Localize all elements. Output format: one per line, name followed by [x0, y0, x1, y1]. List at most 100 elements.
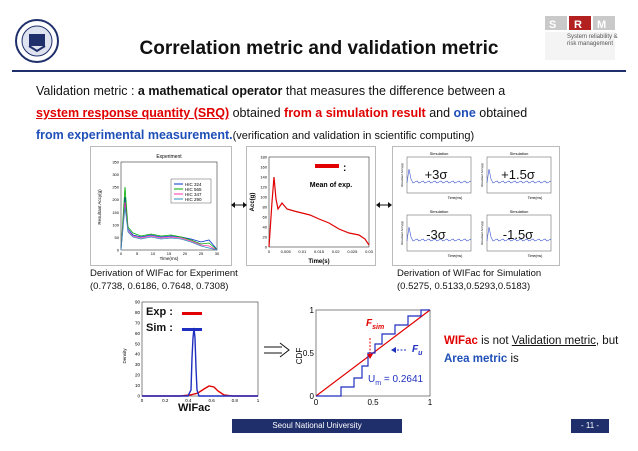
x-tick-label: 0.025 — [347, 249, 358, 254]
legend-exp: Exp : — [146, 306, 173, 318]
sim-x-label: Time(ms) — [528, 254, 543, 258]
sim-panel-title: Simulation — [430, 151, 449, 156]
x-tick-label: 0.4 — [185, 398, 192, 403]
sim-label-plus3: +3σ — [424, 167, 448, 182]
y-tick-label: 160 — [260, 165, 267, 170]
x-tick-label: 0.6 — [208, 398, 215, 403]
intro-line-2: system response quantity (SRQ) obtained … — [36, 106, 527, 120]
footer-university: Seoul National University — [232, 419, 402, 433]
x-axis-label: Time(ms) — [160, 256, 179, 261]
sim-panel-title: Simulation — [430, 209, 449, 214]
sim-panel — [486, 214, 552, 252]
intro-text: obtained — [475, 106, 528, 120]
y-tick-label: 350 — [112, 160, 119, 165]
x-tick-label: 0.2 — [162, 398, 169, 403]
double-arrow-icon — [231, 202, 247, 208]
exp-series-hic290 — [120, 206, 218, 251]
srm-subtitle: System reliability & risk management — [567, 34, 618, 47]
y-tick-label: 20 — [135, 373, 141, 378]
x-tick-label: 5 — [136, 251, 139, 256]
svg-text:M: M — [597, 19, 606, 31]
intro-emphasis: a mathematical operator — [137, 84, 283, 98]
x-tick-label: 0.8 — [232, 398, 239, 403]
legend-entry: HIC 347 — [185, 192, 202, 197]
sim-panel — [406, 156, 472, 194]
y-tick-label: 150 — [112, 210, 119, 215]
legend-sim: Sim : — [146, 322, 173, 334]
page-number: - 11 - — [571, 419, 609, 433]
y-tick-label: 60 — [263, 215, 268, 220]
x-tick-label: 0 — [120, 251, 123, 256]
validation-metric-term: Validation metric — [511, 335, 596, 347]
implies-arrow-icon — [264, 342, 290, 358]
y-tick-label: 120 — [260, 185, 267, 190]
sim-series — [486, 168, 552, 184]
exp-series-hic565 — [120, 186, 218, 251]
sim-y-label: Resultant Accy(g) — [480, 221, 484, 245]
x-tick-label: 0 — [268, 249, 271, 254]
x-tick-label: 1 — [257, 398, 260, 403]
y-tick-label: 0 — [137, 394, 140, 399]
snu-logo — [14, 18, 60, 64]
x-tick-label: 0.02 — [332, 249, 341, 254]
x-tick-label: 20 — [183, 251, 188, 256]
experiment-term: from experimental measurement. — [36, 128, 233, 142]
y-tick-label: 0 — [117, 248, 120, 253]
y-tick-label: 180 — [260, 155, 267, 160]
one-term: one — [453, 106, 476, 120]
y-tick-label: 50 — [115, 235, 120, 240]
y-tick-label: 30 — [135, 362, 141, 367]
srq-term: system response quantity (SRQ) — [36, 106, 230, 120]
mean-exp-series — [268, 176, 370, 248]
chart-title: Experiment — [156, 154, 182, 160]
y-tick-label: 20 — [263, 235, 268, 240]
wifac-term: WIFac — [444, 335, 478, 347]
x-tick-label: 0 — [314, 398, 319, 407]
x-tick-label: 25 — [199, 251, 204, 256]
y-tick-label: 40 — [135, 352, 141, 357]
x-tick-label: 30 — [215, 251, 220, 256]
intro-text: obtained — [229, 106, 285, 120]
y-tick-label: 100 — [260, 195, 267, 200]
y-tick-label: 200 — [112, 197, 119, 202]
cdf-chart: 0 0.5 1 0 0.5 1 CDF Fsim Fu Um = 0.2641 — [295, 306, 436, 418]
sim-panel-title: Simulation — [510, 151, 529, 156]
exp-series-hic347 — [120, 201, 218, 251]
legend-entry: HIC 290 — [185, 197, 202, 202]
x-tick-label: 0.5 — [367, 398, 379, 407]
note-text: is — [507, 353, 519, 365]
y-tick-label: 60 — [135, 331, 141, 336]
y-axis-label: Acc(g) — [250, 193, 256, 212]
sim-x-label: Time(ms) — [448, 254, 463, 258]
y-tick-label: 1 — [310, 306, 315, 315]
simulation-grid: Simulation Time(ms) Resultant Accy(g) Simul… — [392, 146, 560, 266]
sim-x-label: Time(ms) — [528, 196, 543, 200]
sim-y-label: Resultant Accy(g) — [400, 163, 404, 187]
intro-text: Validation metric : — [36, 84, 138, 98]
legend-sim-swatch — [182, 328, 202, 331]
mean-exp-label: Mean of exp. — [310, 182, 352, 189]
x-tick-label: 0.005 — [281, 249, 292, 254]
intro-text: that measures the difference between a — [282, 84, 506, 98]
legend-exp-swatch — [182, 312, 202, 315]
title-divider — [12, 70, 626, 72]
sim-y-label: Resultant Accy(g) — [400, 221, 404, 245]
y-tick-label: 100 — [112, 222, 119, 227]
sim-series — [406, 226, 472, 242]
y-tick-label: 40 — [263, 225, 268, 230]
wifac-note: WIFac is not Validation metric, but Area… — [444, 332, 622, 368]
fu-label: Fu — [412, 344, 423, 357]
sim-x-label: Time(ms) — [448, 196, 463, 200]
y-axis-label: CDF — [296, 348, 304, 365]
note-text: , but — [595, 335, 619, 347]
x-tick-label: 10 — [151, 251, 156, 256]
y-tick-label: 140 — [260, 175, 267, 180]
y-tick-label: 10 — [135, 383, 141, 388]
density-chart: 0 10 20 30 40 50 60 70 80 90 0 0.2 0.4 0.6 0.8 1 Densi… — [120, 298, 262, 416]
legend-entry: HIC 324 — [185, 182, 202, 187]
sim-panel — [406, 214, 472, 252]
fsim-label: Fsim — [366, 318, 385, 331]
y-tick-label: 50 — [135, 341, 141, 346]
sim-series — [486, 226, 552, 242]
y-tick-label: 300 — [112, 172, 119, 177]
